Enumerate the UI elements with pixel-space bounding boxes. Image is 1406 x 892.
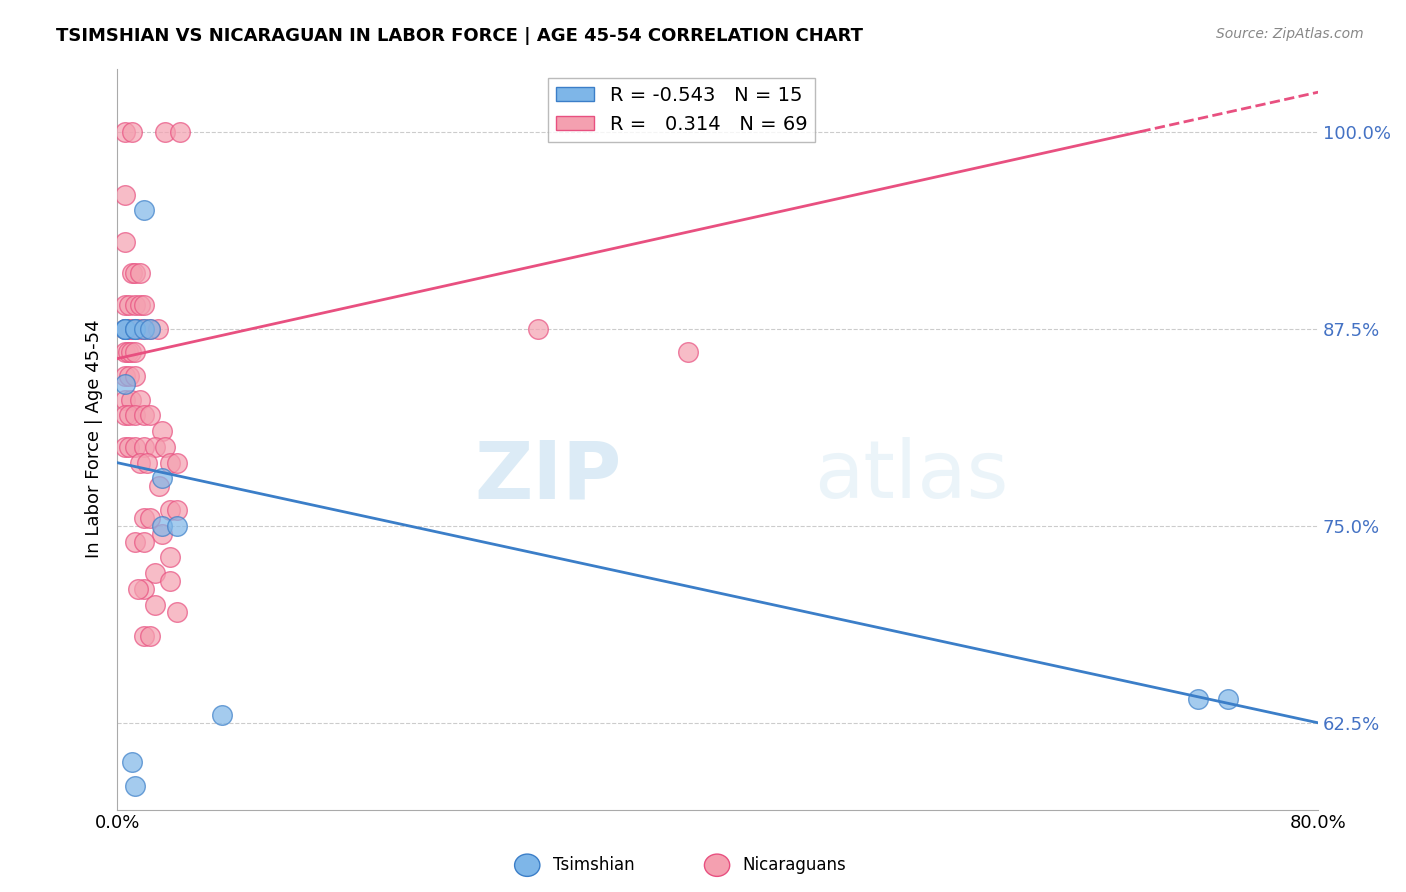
Point bbox=[134, 629, 156, 643]
Point bbox=[114, 392, 136, 407]
Point bbox=[136, 456, 159, 470]
Point bbox=[143, 566, 166, 580]
Point bbox=[128, 456, 150, 470]
Point bbox=[120, 321, 142, 335]
Point bbox=[166, 518, 188, 533]
Point bbox=[117, 345, 139, 359]
Point bbox=[150, 471, 173, 485]
Point bbox=[134, 321, 156, 335]
Point bbox=[134, 203, 156, 218]
Point bbox=[114, 321, 136, 335]
Point bbox=[121, 756, 143, 770]
Point bbox=[159, 574, 181, 588]
Point bbox=[118, 368, 141, 383]
Point bbox=[134, 582, 156, 596]
Point bbox=[124, 440, 146, 454]
Point bbox=[117, 321, 139, 335]
Point bbox=[114, 345, 136, 359]
Point bbox=[169, 125, 191, 139]
Point bbox=[146, 321, 169, 335]
Point bbox=[150, 424, 173, 438]
Point bbox=[114, 321, 136, 335]
Point bbox=[114, 235, 136, 249]
Point bbox=[124, 409, 146, 423]
Point bbox=[114, 187, 136, 202]
Point bbox=[676, 345, 699, 359]
Legend: R = -0.543   N = 15, R =   0.314   N = 69: R = -0.543 N = 15, R = 0.314 N = 69 bbox=[548, 78, 815, 142]
Point bbox=[128, 392, 150, 407]
Point bbox=[114, 409, 136, 423]
Point bbox=[124, 321, 146, 335]
Point bbox=[121, 125, 143, 139]
Point bbox=[166, 606, 188, 620]
Point bbox=[127, 582, 149, 596]
Point bbox=[150, 518, 173, 533]
Text: Tsimshian: Tsimshian bbox=[553, 856, 634, 874]
Point bbox=[114, 125, 136, 139]
Point bbox=[124, 779, 146, 793]
Point bbox=[166, 456, 188, 470]
Point bbox=[114, 368, 136, 383]
Point bbox=[134, 409, 156, 423]
Point bbox=[114, 440, 136, 454]
Point bbox=[1187, 692, 1209, 706]
Point bbox=[1216, 692, 1239, 706]
Point bbox=[139, 629, 162, 643]
Point bbox=[114, 298, 136, 312]
Point bbox=[211, 708, 233, 723]
Point bbox=[155, 125, 177, 139]
Point bbox=[114, 321, 136, 335]
Point bbox=[128, 267, 150, 281]
Point bbox=[118, 440, 141, 454]
Point bbox=[143, 440, 166, 454]
Point bbox=[150, 526, 173, 541]
Text: Source: ZipAtlas.com: Source: ZipAtlas.com bbox=[1216, 27, 1364, 41]
Point bbox=[114, 321, 136, 335]
Point bbox=[128, 321, 150, 335]
Point bbox=[120, 392, 142, 407]
Point bbox=[159, 550, 181, 565]
Point bbox=[118, 409, 141, 423]
Text: ZIP: ZIP bbox=[474, 437, 621, 515]
Point bbox=[166, 503, 188, 517]
Point bbox=[114, 376, 136, 391]
Point bbox=[128, 298, 150, 312]
Point bbox=[139, 321, 162, 335]
Point bbox=[134, 534, 156, 549]
Point bbox=[134, 440, 156, 454]
Point bbox=[124, 345, 146, 359]
Point bbox=[134, 511, 156, 525]
Y-axis label: In Labor Force | Age 45-54: In Labor Force | Age 45-54 bbox=[86, 319, 103, 558]
Point bbox=[159, 503, 181, 517]
Point bbox=[526, 321, 548, 335]
Point bbox=[120, 345, 142, 359]
Point bbox=[143, 598, 166, 612]
Point bbox=[124, 368, 146, 383]
Text: atlas: atlas bbox=[814, 437, 1008, 515]
Point bbox=[121, 267, 143, 281]
Text: Nicaraguans: Nicaraguans bbox=[742, 856, 846, 874]
Point bbox=[148, 479, 170, 493]
Point bbox=[124, 321, 146, 335]
Point bbox=[124, 321, 146, 335]
Point bbox=[139, 409, 162, 423]
Point bbox=[139, 511, 162, 525]
Point bbox=[124, 298, 146, 312]
Point bbox=[159, 456, 181, 470]
Point bbox=[139, 321, 162, 335]
Point bbox=[124, 534, 146, 549]
Point bbox=[155, 440, 177, 454]
Point bbox=[134, 298, 156, 312]
Text: TSIMSHIAN VS NICARAGUAN IN LABOR FORCE | AGE 45-54 CORRELATION CHART: TSIMSHIAN VS NICARAGUAN IN LABOR FORCE |… bbox=[56, 27, 863, 45]
Point bbox=[134, 321, 156, 335]
Point bbox=[124, 267, 146, 281]
Point bbox=[118, 298, 141, 312]
